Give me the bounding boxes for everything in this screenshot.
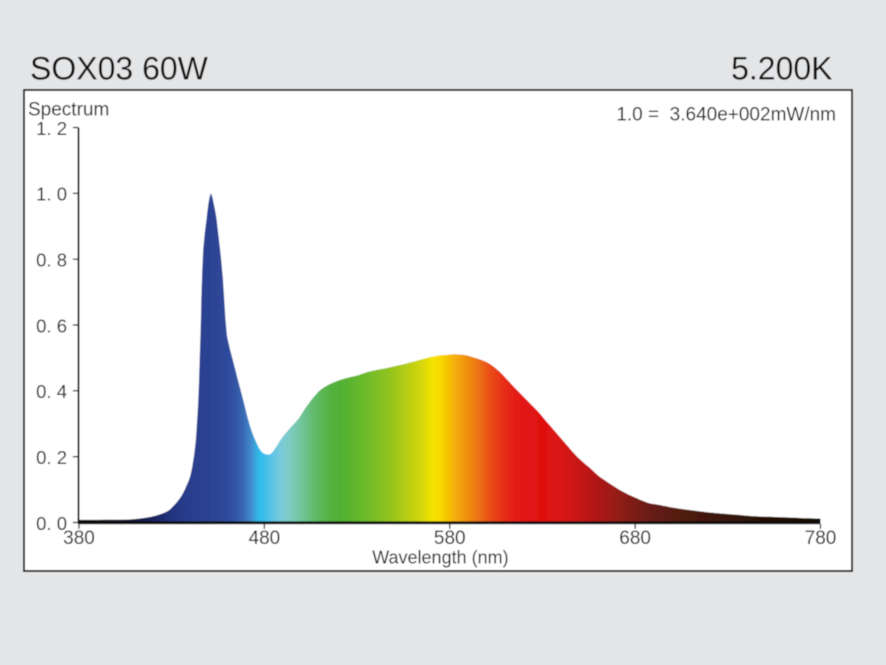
svg-text:580: 580 <box>434 528 466 549</box>
svg-text:SOX03 60W: SOX03 60W <box>30 51 209 87</box>
svg-text:1.0 = 3.640e+002mW/nm: 1.0 = 3.640e+002mW/nm <box>616 105 836 126</box>
svg-text:0. 8: 0. 8 <box>36 250 67 271</box>
svg-text:1. 2: 1. 2 <box>36 118 67 139</box>
svg-text:380: 380 <box>63 528 95 549</box>
svg-text:Spectrum: Spectrum <box>28 99 109 120</box>
svg-text:780: 780 <box>805 528 837 549</box>
svg-text:480: 480 <box>249 528 281 549</box>
svg-text:0. 4: 0. 4 <box>36 381 67 402</box>
svg-text:5.200K: 5.200K <box>731 51 832 87</box>
svg-text:680: 680 <box>619 528 651 549</box>
svg-text:1. 0: 1. 0 <box>36 184 67 205</box>
svg-text:Wavelength (nm): Wavelength (nm) <box>372 548 508 568</box>
svg-text:0. 6: 0. 6 <box>36 315 67 336</box>
svg-text:0. 2: 0. 2 <box>36 447 67 468</box>
svg-text:0. 0: 0. 0 <box>36 513 67 534</box>
